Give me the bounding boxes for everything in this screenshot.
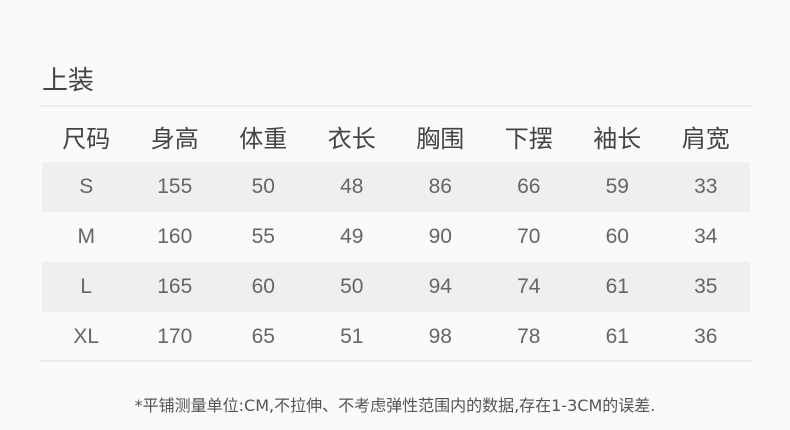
measurement-cell: 59 bbox=[573, 162, 662, 212]
section-title: 上装 bbox=[42, 66, 95, 96]
column-header: 身高 bbox=[150, 124, 199, 153]
measurement-cell: 61 bbox=[573, 262, 662, 312]
column-header: 体重 bbox=[239, 124, 288, 153]
measurement-cell: 90 bbox=[428, 225, 452, 248]
measurement-cell: 165 bbox=[130, 262, 219, 312]
table-row: S 155 50 48 86 66 59 33 bbox=[42, 162, 750, 212]
measurement-cell: 48 bbox=[307, 162, 396, 212]
measurement-note: *平铺测量单位:CM,不拉伸、不考虑弹性范围内的数据,存在1-3CM的误差. bbox=[134, 396, 656, 415]
measurement-cell: 60 bbox=[219, 262, 308, 312]
size-cell: L bbox=[42, 262, 131, 312]
size-cell: M bbox=[77, 225, 96, 248]
measurement-cell: 60 bbox=[605, 225, 629, 248]
measurement-cell: 51 bbox=[340, 325, 364, 348]
measurement-cell: 33 bbox=[661, 162, 750, 212]
measurement-cell: 160 bbox=[157, 225, 193, 248]
divider-bottom bbox=[40, 360, 752, 362]
size-cell: S bbox=[42, 162, 131, 212]
table-row: M 160 55 49 90 70 60 34 bbox=[42, 212, 750, 262]
header-row: 尺码 身高 体重 衣长 胸围 下摆 袖长 肩宽 bbox=[42, 110, 750, 162]
measurement-cell: 78 bbox=[517, 325, 541, 348]
column-header: 胸围 bbox=[416, 124, 465, 153]
measurement-cell: 50 bbox=[219, 162, 308, 212]
measurement-cell: 86 bbox=[396, 162, 485, 212]
measurement-cell: 55 bbox=[251, 225, 275, 248]
table-row: L 165 60 50 94 74 61 35 bbox=[42, 262, 750, 312]
measurement-cell: 74 bbox=[484, 262, 573, 312]
measurement-cell: 50 bbox=[307, 262, 396, 312]
size-table: 尺码 身高 体重 衣长 胸围 下摆 袖长 肩宽 S 155 50 48 86 66 59 33 M 160 55 4… bbox=[42, 110, 750, 362]
column-header: 袖长 bbox=[593, 124, 642, 153]
measurement-cell: 61 bbox=[605, 325, 629, 348]
measurement-cell: 66 bbox=[484, 162, 573, 212]
measurement-cell: 70 bbox=[517, 225, 541, 248]
measurement-cell: 36 bbox=[694, 325, 718, 348]
column-header: 衣长 bbox=[327, 124, 376, 153]
measurement-cell: 94 bbox=[396, 262, 485, 312]
measurement-cell: 170 bbox=[157, 325, 193, 348]
measurement-cell: 49 bbox=[340, 225, 364, 248]
column-header: 下摆 bbox=[504, 124, 553, 153]
measurement-cell: 35 bbox=[661, 262, 750, 312]
measurement-cell: 155 bbox=[130, 162, 219, 212]
size-cell: XL bbox=[73, 325, 100, 348]
measurement-cell: 34 bbox=[694, 225, 718, 248]
column-header: 尺码 bbox=[62, 124, 111, 153]
column-header: 肩宽 bbox=[681, 124, 730, 153]
measurement-cell: 98 bbox=[428, 325, 452, 348]
divider-top bbox=[40, 105, 752, 107]
table-row: XL 170 65 51 98 78 61 36 bbox=[42, 312, 750, 362]
measurement-cell: 65 bbox=[251, 325, 275, 348]
